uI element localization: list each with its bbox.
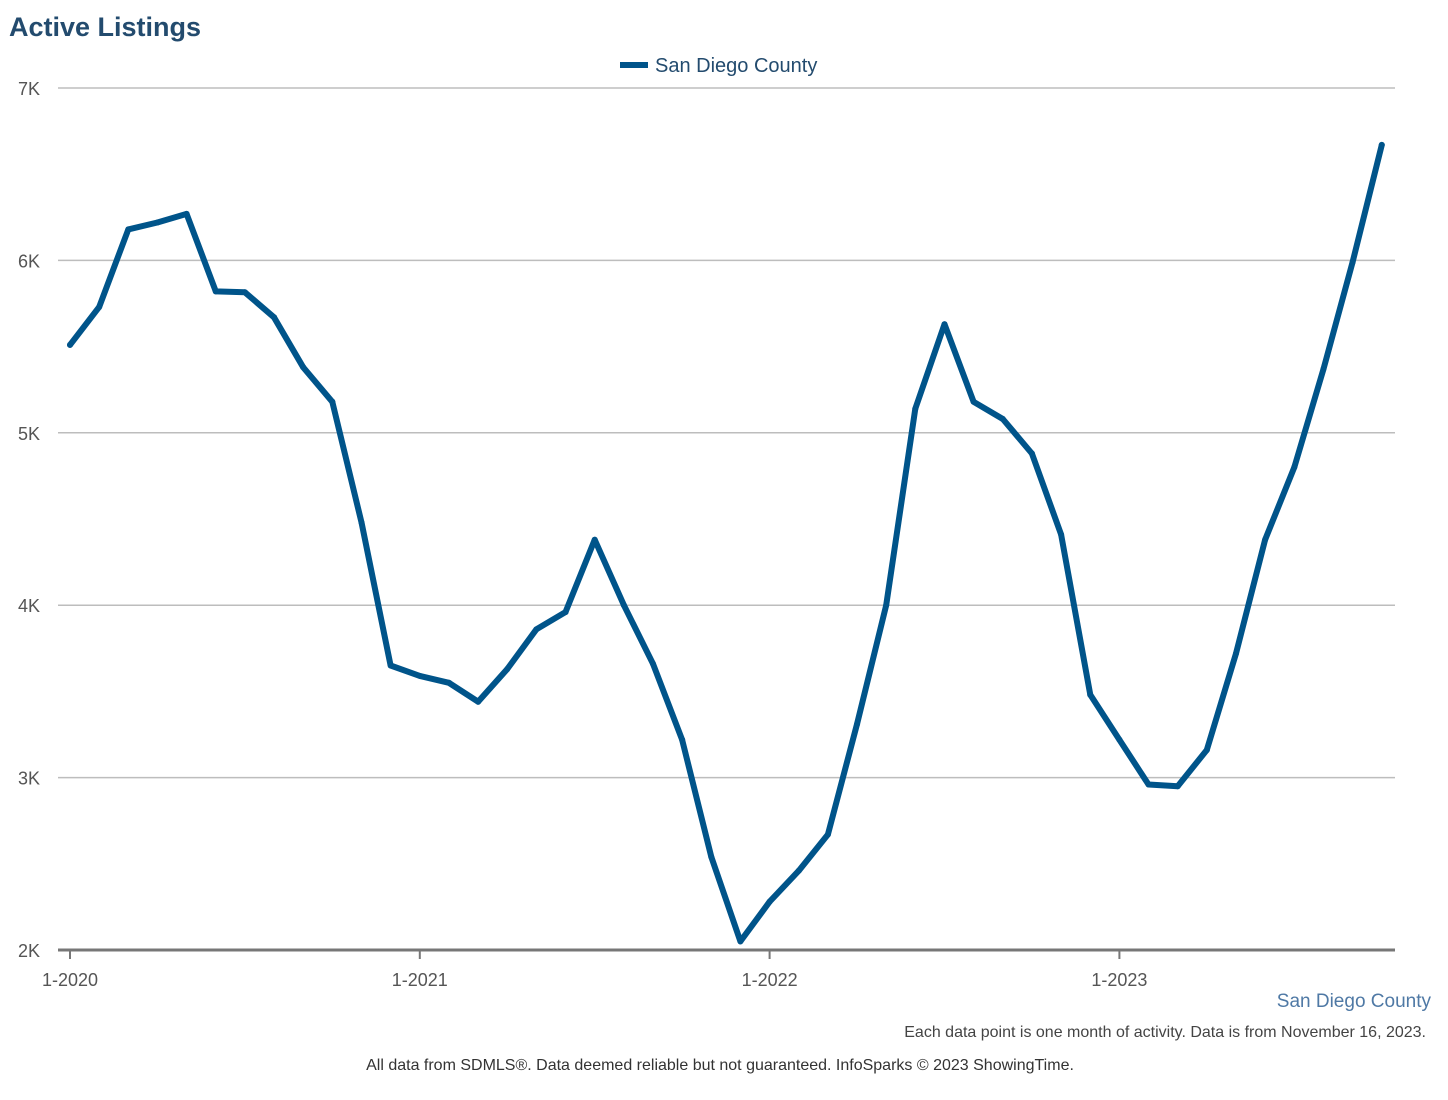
data-point[interactable]	[387, 662, 394, 669]
data-point[interactable]	[1058, 531, 1065, 538]
x-tick-label: 1-2020	[42, 970, 98, 990]
region-label: San Diego County	[1276, 991, 1431, 1012]
data-point[interactable]	[1174, 783, 1181, 790]
data-point[interactable]	[1028, 450, 1035, 457]
data-point[interactable]	[1320, 366, 1327, 373]
x-axis: 1-2020 1-2021 1-2022 1-2023	[42, 948, 1395, 990]
source-note: All data from SDMLS®. Data deemed reliab…	[366, 1057, 1074, 1074]
data-point[interactable]	[620, 602, 627, 609]
data-point[interactable]	[416, 672, 423, 679]
data-point[interactable]	[329, 398, 336, 405]
y-tick-label: 5K	[18, 424, 40, 444]
data-point[interactable]	[912, 405, 919, 412]
data-point[interactable]	[1349, 259, 1356, 266]
data-point[interactable]	[212, 288, 219, 295]
data-point[interactable]	[475, 698, 482, 705]
data-point[interactable]	[96, 303, 103, 310]
data-point[interactable]	[445, 679, 452, 686]
data-point[interactable]	[650, 660, 656, 667]
data-point[interactable]	[1203, 747, 1210, 754]
y-tick-label: 2K	[18, 941, 40, 961]
y-tick-label: 4K	[18, 596, 40, 616]
data-point[interactable]	[1233, 650, 1239, 657]
data-point[interactable]	[1145, 781, 1152, 788]
data-point[interactable]	[766, 898, 773, 905]
x-tick-label: 1-2021	[392, 970, 448, 990]
chart-title: Active Listings	[9, 12, 202, 42]
data-point[interactable]	[125, 226, 132, 233]
data-point[interactable]	[183, 210, 190, 217]
series-line-0[interactable]	[67, 141, 1385, 945]
data-point[interactable]	[679, 736, 686, 743]
data-point[interactable]	[504, 665, 511, 672]
series-layer	[67, 141, 1385, 945]
data-point[interactable]	[999, 416, 1006, 423]
y-tick-label: 6K	[18, 251, 40, 271]
data-point[interactable]	[67, 341, 73, 348]
x-tick-label: 1-2023	[1091, 970, 1147, 990]
y-tick-label: 3K	[18, 769, 40, 789]
data-point[interactable]	[358, 519, 365, 526]
data-point[interactable]	[1378, 141, 1385, 148]
data-point[interactable]	[533, 626, 540, 633]
data-point[interactable]	[241, 289, 248, 296]
data-point[interactable]	[1116, 736, 1123, 743]
data-point[interactable]	[271, 314, 278, 321]
legend[interactable]: San Diego County	[620, 55, 817, 77]
data-point[interactable]	[795, 867, 802, 874]
data-point[interactable]	[824, 831, 831, 838]
y-tick-label: 7K	[18, 79, 40, 99]
data-point[interactable]	[941, 321, 948, 328]
data-point[interactable]	[591, 536, 598, 543]
y-axis-ticks: 2K 3K 4K 5K 6K 7K	[18, 79, 40, 961]
data-point[interactable]	[708, 853, 715, 860]
data-point[interactable]	[854, 721, 861, 728]
gridlines	[58, 87, 1395, 779]
data-point[interactable]	[1262, 536, 1269, 543]
data-point[interactable]	[737, 938, 744, 945]
x-tick-label: 1-2022	[742, 970, 798, 990]
data-point[interactable]	[883, 602, 890, 609]
data-point[interactable]	[970, 398, 977, 405]
data-note: Each data point is one month of activity…	[904, 1024, 1426, 1041]
data-point[interactable]	[154, 219, 161, 226]
legend-label: San Diego County	[655, 55, 817, 77]
data-point[interactable]	[300, 364, 307, 371]
data-point[interactable]	[562, 609, 569, 616]
data-point[interactable]	[1087, 691, 1094, 698]
data-point[interactable]	[1291, 464, 1298, 471]
